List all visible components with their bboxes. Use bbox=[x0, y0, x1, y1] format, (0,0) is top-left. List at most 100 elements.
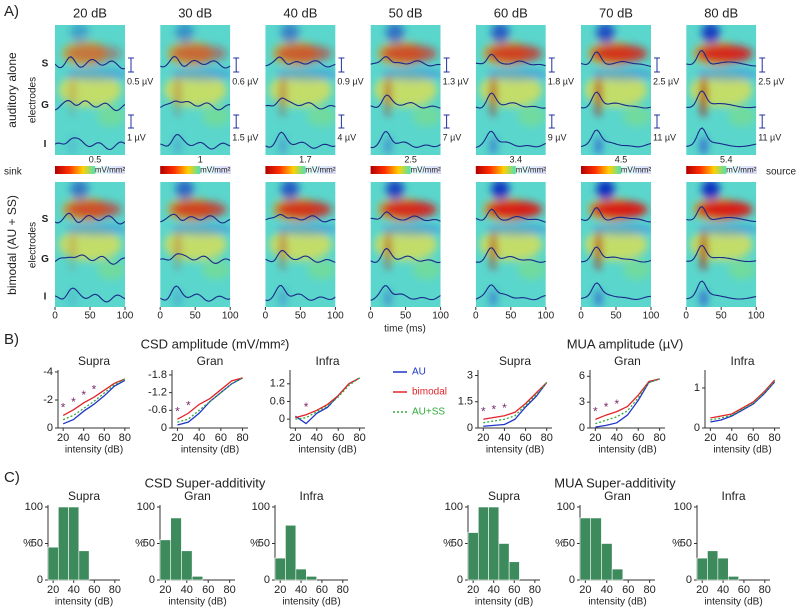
colorbar-unit: mV/mm² bbox=[726, 166, 757, 175]
y-tick-label: 0 bbox=[279, 413, 285, 425]
x-tick-label: 20 bbox=[579, 584, 591, 596]
x-axis-label: intensity (dB) bbox=[282, 597, 340, 608]
trace bbox=[686, 90, 757, 109]
scale-bar bbox=[443, 114, 450, 129]
time-tick-label: 50 bbox=[190, 311, 202, 322]
bar bbox=[498, 543, 510, 581]
y-axis-label: % bbox=[250, 537, 260, 549]
scale-label: 0.6 µV bbox=[232, 76, 258, 86]
heatmap bbox=[686, 182, 757, 307]
significance-star: * bbox=[593, 405, 598, 419]
heatmap-blob bbox=[97, 259, 125, 280]
heatmap-blob bbox=[386, 25, 405, 44]
trace bbox=[686, 280, 757, 300]
y-axis-label: % bbox=[135, 537, 145, 549]
trace bbox=[160, 213, 231, 224]
heatmap-blob bbox=[381, 200, 438, 219]
heatmap-blob bbox=[384, 75, 392, 118]
heatmap-blobs bbox=[479, 182, 546, 307]
heatmap-blob bbox=[70, 25, 89, 44]
y-tick-label: 100 bbox=[25, 501, 43, 513]
heatmap-blob bbox=[696, 44, 753, 63]
y-tick-label: 3 bbox=[579, 396, 585, 408]
colorbar-max: 0.5 bbox=[89, 154, 102, 164]
trace bbox=[370, 247, 441, 264]
unit-box bbox=[95, 166, 125, 174]
row-label: bimodal (AU + SS) bbox=[5, 195, 19, 295]
scale-label: 0.5 µV bbox=[127, 76, 153, 86]
heatmap-blob bbox=[489, 230, 497, 271]
heatmap-blob bbox=[591, 67, 651, 81]
bar bbox=[727, 576, 740, 581]
series-line bbox=[710, 380, 776, 421]
colorbar bbox=[581, 166, 651, 174]
x-tick-label: 20 bbox=[696, 584, 708, 596]
bar bbox=[467, 532, 479, 581]
y-tick-label: 6 bbox=[579, 370, 585, 382]
trace bbox=[160, 100, 231, 111]
legend-label: AU bbox=[412, 367, 426, 378]
series-line bbox=[62, 379, 126, 425]
heatmap-blob bbox=[412, 259, 441, 280]
chart-title: Infra bbox=[721, 489, 745, 503]
heatmap-blob bbox=[381, 223, 441, 236]
trace bbox=[686, 205, 757, 223]
x-tick-label: 20 bbox=[171, 432, 183, 444]
bar bbox=[159, 539, 172, 581]
heatmap bbox=[370, 182, 441, 307]
heatmap-blobs bbox=[163, 182, 231, 307]
bar bbox=[696, 557, 708, 581]
y-tick-label: -0.6 bbox=[148, 404, 167, 416]
heatmap-blobs bbox=[163, 25, 231, 155]
scale-label: 4 µV bbox=[337, 132, 356, 142]
scale-bar bbox=[338, 114, 345, 129]
legend-label: bimodal bbox=[412, 387, 447, 398]
heatmap-blob bbox=[175, 182, 194, 200]
heatmap-blob bbox=[280, 182, 299, 200]
panel-label: A) bbox=[4, 3, 19, 20]
layer-label: S bbox=[42, 214, 49, 225]
bar bbox=[274, 557, 286, 581]
bar bbox=[170, 517, 182, 581]
heatmap-blob bbox=[65, 44, 122, 63]
scale-bar bbox=[128, 114, 134, 129]
bar bbox=[717, 557, 729, 581]
x-axis-label: intensity (dB) bbox=[588, 597, 646, 608]
heatmap-blob bbox=[596, 182, 615, 200]
x-tick-label: 40 bbox=[295, 584, 307, 596]
colorbar bbox=[686, 166, 757, 174]
series-line bbox=[710, 379, 776, 419]
heatmap bbox=[265, 25, 336, 155]
x-tick-label: 80 bbox=[644, 584, 656, 596]
trace bbox=[581, 91, 651, 109]
scale-bar bbox=[128, 57, 134, 73]
series-line bbox=[62, 378, 126, 416]
time-tick-label: 100 bbox=[222, 311, 239, 322]
x-tick-label: 40 bbox=[311, 432, 323, 444]
series-line bbox=[295, 377, 361, 420]
y-tick-label: 0 bbox=[47, 422, 53, 434]
trace bbox=[55, 287, 125, 303]
bar bbox=[78, 550, 90, 581]
trace bbox=[265, 56, 336, 68]
y-tick-label: 50 bbox=[680, 537, 692, 549]
x-tick-label: 40 bbox=[717, 584, 729, 596]
heatmap-blob bbox=[728, 259, 757, 280]
scale-bar bbox=[759, 114, 766, 129]
heatmap-blob bbox=[486, 44, 543, 63]
heatmap-blob bbox=[700, 75, 708, 118]
time-tick-label: 50 bbox=[610, 311, 622, 322]
x-tick-label: 20 bbox=[159, 584, 171, 596]
chart-title: Supra bbox=[499, 354, 531, 368]
heatmap-blob bbox=[275, 200, 332, 219]
group-title: MUA amplitude (µV) bbox=[567, 336, 684, 351]
heatmap-blob bbox=[623, 105, 651, 127]
heatmap bbox=[55, 25, 125, 155]
bar bbox=[477, 506, 489, 581]
significance-star: * bbox=[61, 401, 66, 415]
series-line bbox=[483, 382, 548, 420]
heatmap-blob bbox=[486, 67, 546, 81]
time-tick-label: 0 bbox=[683, 311, 689, 322]
x-tick-label: 80 bbox=[769, 432, 781, 444]
heatmap-blobs bbox=[268, 182, 336, 307]
